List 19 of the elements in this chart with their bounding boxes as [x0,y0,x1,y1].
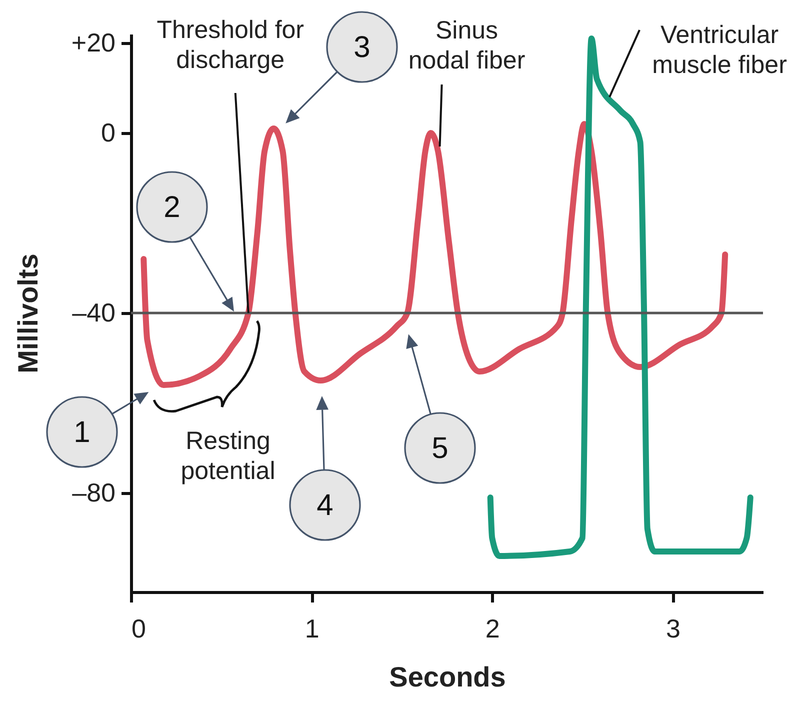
x-axis-title: Seconds [389,662,506,692]
annotation: 5 [432,432,448,464]
y-tick-label: 0 [101,118,116,148]
y-tick-label: –40 [72,298,116,328]
annotation: Resting potential [180,427,276,485]
x-tick-label: 2 [485,614,500,644]
annotation: 3 [354,30,370,64]
y-tick-label: +20 [71,28,116,58]
text: 1 [74,416,90,448]
y-tick-label: –80 [72,478,116,508]
annotation: Threshold for discharge [156,16,304,74]
y-axis-title: Millivolts [12,254,44,374]
annotation: 4 [316,488,334,522]
x-tick-label: 3 [666,614,680,644]
text: Sinus nodal fiber [408,16,526,74]
x-tick-label: 1 [304,614,320,644]
series-label: Ventricular muscle fiber [652,21,787,79]
x-tick-label: 0 [132,614,146,644]
annotation: 2 [164,190,180,224]
